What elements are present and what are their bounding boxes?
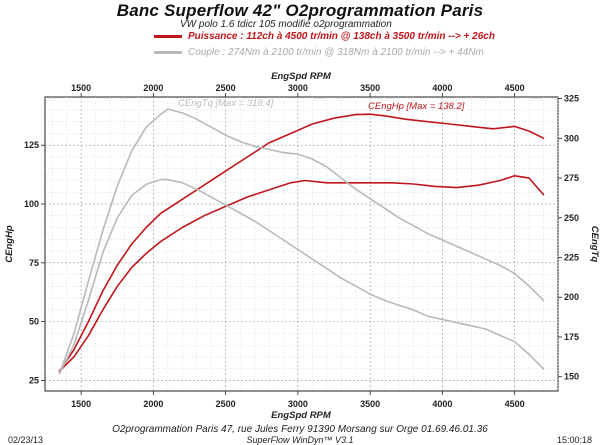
- x-tick-label-bottom: 3000: [288, 399, 308, 409]
- footer-time: 15:00:18: [556, 435, 592, 445]
- x-tick-label-top: 4500: [505, 83, 525, 93]
- grid: [45, 97, 559, 391]
- legend-power-swatch: [154, 35, 182, 38]
- axes: 1500 1500 2000 2000 2500 2500 3000 3000 3500 3500…: [24, 83, 579, 409]
- torque-max-annotation: CEngTq [Max = 318.4]: [178, 98, 274, 109]
- y-right-tick-label: 225: [564, 253, 579, 263]
- y-left-tick-label: 25: [29, 375, 39, 385]
- x-axis-label-top: EngSpd RPM: [271, 71, 332, 82]
- torque_modified-line: [58, 108, 545, 375]
- x-tick-label-top: 4000: [432, 83, 452, 93]
- power_modified-line: [58, 113, 545, 372]
- footer-address: O2programmation Paris 47, rue Jules Ferr…: [112, 424, 488, 435]
- torque_stock-line: [58, 178, 545, 375]
- x-tick-label-top: 3000: [288, 83, 308, 93]
- x-axis-label-bottom: EngSpd RPM: [271, 410, 332, 421]
- y-right-tick-label: 250: [564, 213, 579, 223]
- y-left-tick-label: 100: [24, 199, 39, 209]
- y-right-tick-label: 150: [564, 372, 579, 382]
- y-right-tick-label: 325: [564, 94, 579, 104]
- x-tick-label-bottom: 2000: [143, 399, 163, 409]
- y-axis-label-right: CEngTq: [589, 226, 600, 263]
- x-tick-label-bottom: 2500: [216, 399, 236, 409]
- y-left-tick-label: 50: [29, 317, 39, 327]
- y-right-tick-label: 275: [564, 173, 579, 183]
- x-tick-label-bottom: 3500: [360, 399, 380, 409]
- plot-frame: [44, 96, 559, 392]
- x-tick-label-bottom: 4000: [432, 399, 452, 409]
- legend-power: Puissance : 112ch à 4500 tr/min @ 138ch …: [188, 31, 495, 42]
- x-tick-label-top: 2500: [216, 83, 236, 93]
- y-right-tick-label: 175: [564, 332, 579, 342]
- x-tick-label-top: 3500: [360, 83, 380, 93]
- x-tick-label-bottom: 4500: [505, 399, 525, 409]
- x-tick-label-top: 2000: [143, 83, 163, 93]
- y-axis-label-left: CEngHp: [4, 225, 15, 263]
- series-group: [58, 108, 545, 375]
- footer-software: SuperFlow WinDyn™ V3.1: [246, 435, 354, 445]
- y-left-tick-label: 75: [29, 258, 39, 268]
- legend-torque-swatch: [154, 51, 182, 54]
- power-max-annotation: CEngHp [Max = 138.2]: [368, 101, 465, 112]
- power_stock-line: [58, 175, 545, 372]
- footer-date: 02/23/13: [8, 435, 44, 445]
- legend-torque: Couple : 274Nm à 2100 tr/min @ 318Nm à 2…: [188, 47, 484, 58]
- chart-subtitle: VW polo 1.6 tdicr 105 modifié o2programm…: [180, 19, 392, 30]
- x-tick-label-top: 1500: [71, 83, 91, 93]
- chart-title: Banc Superflow 42" O2programmation Paris: [116, 1, 484, 20]
- y-left-tick-label: 125: [24, 140, 39, 150]
- y-right-tick-label: 200: [564, 292, 579, 302]
- y-right-tick-label: 300: [564, 133, 579, 143]
- x-tick-label-bottom: 1500: [71, 399, 91, 409]
